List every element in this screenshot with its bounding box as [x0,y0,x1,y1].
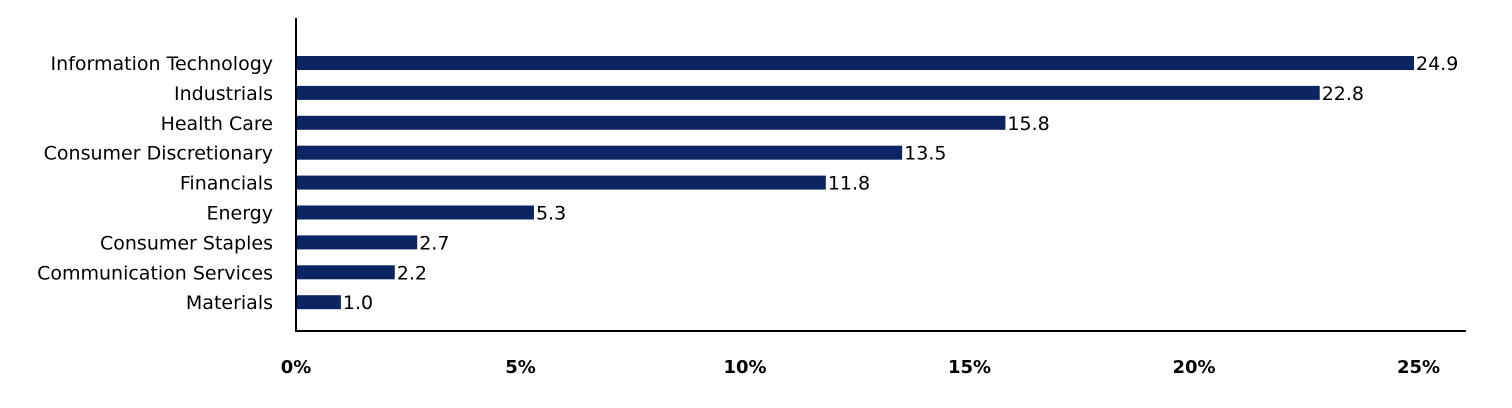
bar [297,175,826,190]
value-label: 22.8 [1322,83,1364,105]
bar [297,145,903,160]
bar [297,205,534,220]
category-label: Consumer Discretionary [44,143,273,165]
value-label: 13.5 [904,143,946,165]
value-label: 11.8 [828,173,870,195]
bar [297,295,341,310]
category-label: Consumer Staples [100,232,273,254]
value-label: 2.2 [397,262,427,284]
category-label: Communication Services [37,262,273,284]
x-tick-labels-group: 0% 5% 10% 15% 20% 25% [281,357,1440,378]
value-labels-group: 24.9 22.8 15.8 13.5 11.8 5.3 2.7 2.2 1.0 [343,53,1458,314]
category-label: Financials [180,173,273,195]
value-label: 1.0 [343,292,373,314]
category-label: Materials [186,292,273,314]
value-label: 15.8 [1007,113,1049,135]
value-label: 5.3 [536,203,566,225]
bar [297,85,1320,100]
bar [297,235,418,250]
category-labels-group: Information Technology Industrials Health … [37,53,273,314]
category-label: Health Care [161,113,273,135]
category-label: Information Technology [51,53,273,75]
bar [297,56,1415,70]
x-tick-label: 15% [948,357,991,378]
bar [297,115,1006,130]
x-tick-label: 0% [281,357,312,378]
bar [297,265,395,280]
bars-group [297,56,1415,310]
x-tick-label: 5% [505,357,536,378]
value-label: 2.7 [419,232,449,254]
x-tick-label: 20% [1172,357,1215,378]
x-tick-label: 25% [1397,357,1440,378]
x-tick-label: 10% [723,357,766,378]
value-label: 24.9 [1416,53,1458,75]
category-label: Industrials [174,83,273,105]
category-label: Energy [206,203,273,225]
